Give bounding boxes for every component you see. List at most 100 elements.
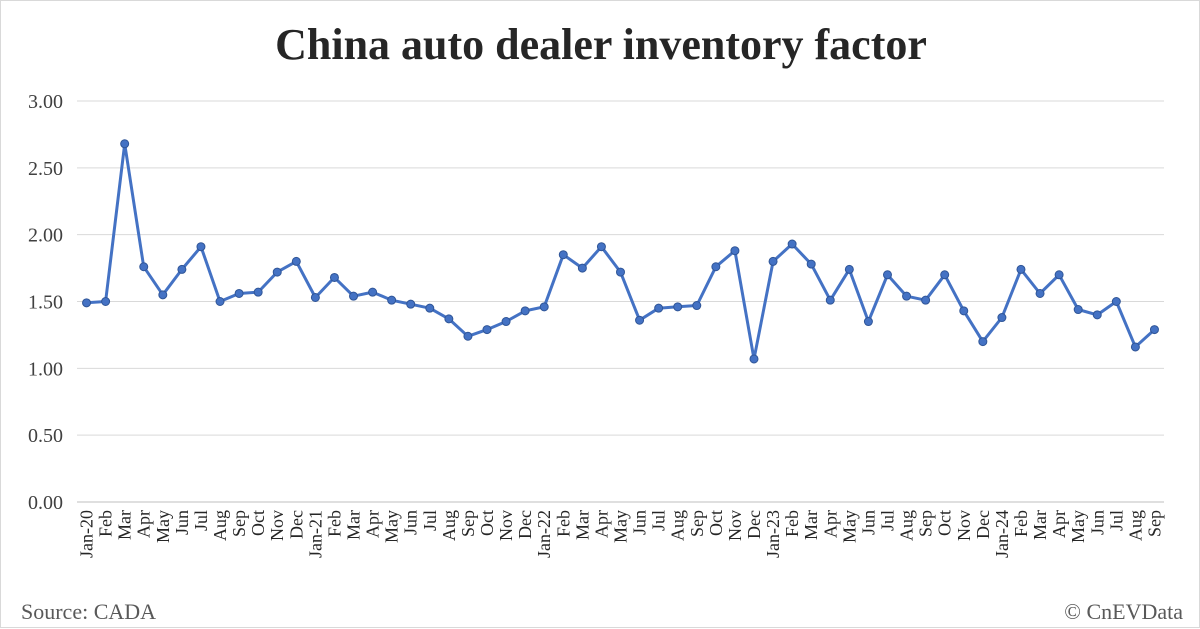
x-tick-label: Sep [687, 510, 707, 537]
x-tick-label: Aug [897, 510, 917, 541]
data-point [1111, 297, 1121, 306]
data-point [406, 299, 416, 309]
data-point [654, 303, 664, 313]
data-point [692, 301, 702, 311]
x-axis-ticks: Jan-20 Feb Mar Apr May Jun Jul Aug Sep Oct Nov Dec J… [77, 510, 1165, 558]
x-tick-label: Jan-23 [763, 510, 783, 558]
x-tick-label: Jun [858, 510, 878, 535]
data-point [558, 250, 568, 260]
x-tick-label: Oct [477, 510, 497, 536]
x-tick-label: May [611, 510, 631, 543]
x-tick-label: Jul [420, 510, 440, 531]
y-tick-label: 3.00 [28, 91, 63, 113]
x-tick-label: Oct [935, 510, 955, 536]
x-tick-label: Apr [1049, 510, 1069, 538]
data-point [1035, 288, 1045, 298]
x-tick-label: Aug [668, 510, 688, 541]
data-point [501, 317, 511, 327]
x-tick-label: Mar [1030, 510, 1050, 540]
data-point [596, 242, 606, 252]
x-tick-label: Jan-20 [77, 510, 97, 558]
data-point [120, 139, 130, 149]
data-point [253, 287, 263, 297]
data-point [1073, 305, 1083, 315]
x-tick-label: Apr [134, 510, 154, 538]
data-point [349, 291, 359, 301]
y-tick-label: 0.50 [28, 425, 63, 447]
x-tick-label: May [1068, 510, 1088, 543]
x-tick-label: Feb [324, 510, 344, 537]
x-tick-label: Aug [1125, 510, 1145, 541]
data-point [577, 263, 587, 273]
x-tick-label: May [382, 510, 402, 543]
x-tick-label: Aug [439, 510, 459, 541]
data-point [863, 317, 873, 327]
y-axis-ticks: 0.00 0.50 1.00 1.50 2.00 2.50 3.00 [28, 91, 63, 514]
x-tick-label: Jun [630, 510, 650, 535]
data-point [1092, 310, 1102, 320]
data-point [387, 295, 397, 305]
y-tick-label: 2.00 [28, 225, 63, 247]
x-tick-label: May [153, 510, 173, 543]
data-point [234, 288, 244, 298]
data-point [101, 297, 111, 306]
data-point [711, 262, 721, 272]
x-tick-label: Dec [973, 510, 993, 539]
x-tick-label: Mar [115, 510, 135, 540]
y-tick-label: 2.50 [28, 158, 63, 180]
x-tick-label: Nov [267, 510, 287, 541]
data-points [82, 139, 1159, 364]
x-tick-label: Jan-22 [534, 510, 554, 558]
data-point [806, 259, 816, 269]
data-point [902, 291, 912, 301]
series-line-layer [86, 142, 1156, 361]
data-point [959, 306, 969, 316]
y-tick-label: 0.00 [28, 492, 63, 514]
data-point [539, 302, 549, 312]
x-tick-label: Mar [572, 510, 592, 540]
data-point [310, 292, 320, 302]
copyright-credit: © CnEVData [1064, 599, 1183, 624]
data-point [425, 303, 435, 313]
x-tick-label: Jul [191, 510, 211, 531]
x-tick-label: Jan-21 [305, 510, 325, 558]
data-point [368, 287, 378, 297]
x-tick-label: Feb [96, 510, 116, 537]
x-tick-label: Nov [496, 510, 516, 541]
data-point [329, 272, 339, 282]
x-tick-label: Sep [458, 510, 478, 537]
data-point [921, 295, 931, 305]
series-line [86, 142, 1156, 361]
x-tick-label: Feb [1011, 510, 1031, 537]
x-tick-label: Sep [229, 510, 249, 537]
x-tick-label: Jul [877, 510, 897, 531]
data-point [749, 354, 759, 364]
data-point [520, 306, 530, 316]
source-note: Source: CADA [21, 599, 156, 624]
data-point [882, 270, 892, 280]
x-tick-label: Feb [782, 510, 802, 537]
data-point [1054, 270, 1064, 280]
x-tick-label: Sep [916, 510, 936, 537]
x-tick-label: Oct [248, 510, 268, 536]
x-tick-label: Dec [286, 510, 306, 539]
x-tick-label: Sep [1144, 510, 1164, 537]
y-tick-label: 1.50 [28, 292, 63, 314]
x-tick-label: Aug [210, 510, 230, 541]
x-tick-label: Mar [344, 510, 364, 540]
x-tick-label: Mar [801, 510, 821, 540]
x-tick-label: Apr [591, 510, 611, 538]
data-point [158, 290, 168, 300]
x-tick-label: May [839, 510, 859, 543]
x-tick-label: Jun [1087, 510, 1107, 535]
x-tick-label: Jun [401, 510, 421, 535]
x-tick-label: Apr [820, 510, 840, 538]
y-tick-label: 1.00 [28, 358, 63, 380]
data-point [997, 313, 1007, 323]
data-point [730, 246, 740, 256]
x-tick-label: Feb [553, 510, 573, 537]
x-tick-label: Jun [172, 510, 192, 535]
data-point [177, 264, 187, 274]
